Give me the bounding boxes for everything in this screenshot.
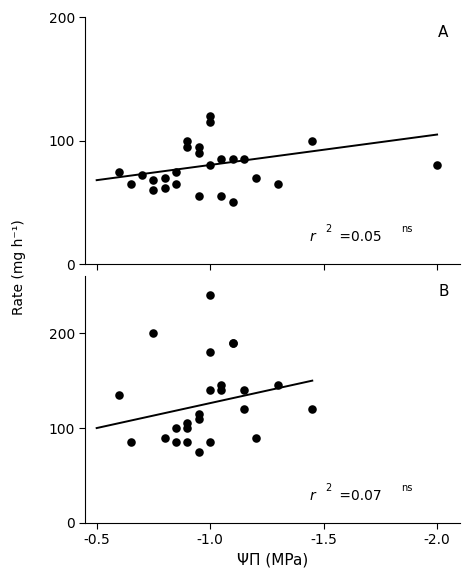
Point <box>183 136 191 145</box>
Point <box>206 347 214 357</box>
Point <box>195 409 202 418</box>
Point <box>183 142 191 152</box>
Text: A: A <box>438 25 448 40</box>
Point <box>229 198 237 207</box>
Point <box>206 117 214 127</box>
Point <box>183 424 191 433</box>
Point <box>218 155 225 164</box>
Text: Rate (mg h⁻¹): Rate (mg h⁻¹) <box>12 220 26 315</box>
Point <box>274 381 282 390</box>
Point <box>240 155 248 164</box>
Point <box>173 179 180 188</box>
Point <box>240 385 248 394</box>
Point <box>229 155 237 164</box>
Point <box>218 381 225 390</box>
Point <box>150 185 157 195</box>
Point <box>116 167 123 176</box>
Point <box>206 385 214 394</box>
Point <box>116 390 123 400</box>
Text: =0.07: =0.07 <box>336 489 382 503</box>
Point <box>195 447 202 457</box>
Point <box>206 437 214 447</box>
Point <box>138 171 146 180</box>
Point <box>195 142 202 152</box>
Point <box>206 112 214 121</box>
Point <box>195 414 202 423</box>
Text: ns: ns <box>401 483 412 493</box>
Point <box>229 338 237 347</box>
Point <box>240 404 248 414</box>
Point <box>252 433 259 442</box>
Text: 2: 2 <box>325 483 331 493</box>
Point <box>127 179 135 188</box>
X-axis label: ΨΠ (MPa): ΨΠ (MPa) <box>237 553 308 568</box>
Point <box>161 433 169 442</box>
Point <box>195 192 202 201</box>
Point <box>183 419 191 428</box>
Point <box>150 329 157 338</box>
Text: =0.05: =0.05 <box>336 230 382 244</box>
Point <box>229 338 237 347</box>
Point <box>218 385 225 394</box>
Text: ns: ns <box>401 224 412 234</box>
Point <box>183 437 191 447</box>
Point <box>433 161 441 170</box>
Point <box>150 175 157 185</box>
Point <box>218 192 225 201</box>
Point <box>127 437 135 447</box>
Point <box>206 161 214 170</box>
Point <box>161 183 169 192</box>
Point <box>173 167 180 176</box>
Text: r: r <box>310 489 316 503</box>
Point <box>195 148 202 157</box>
Point <box>173 437 180 447</box>
Point <box>161 173 169 182</box>
Point <box>309 404 316 414</box>
Point <box>252 173 259 182</box>
Point <box>173 424 180 433</box>
Point <box>309 136 316 145</box>
Text: 2: 2 <box>325 224 331 234</box>
Text: r: r <box>310 230 316 244</box>
Point <box>206 290 214 300</box>
Point <box>274 179 282 188</box>
Text: B: B <box>438 284 448 299</box>
